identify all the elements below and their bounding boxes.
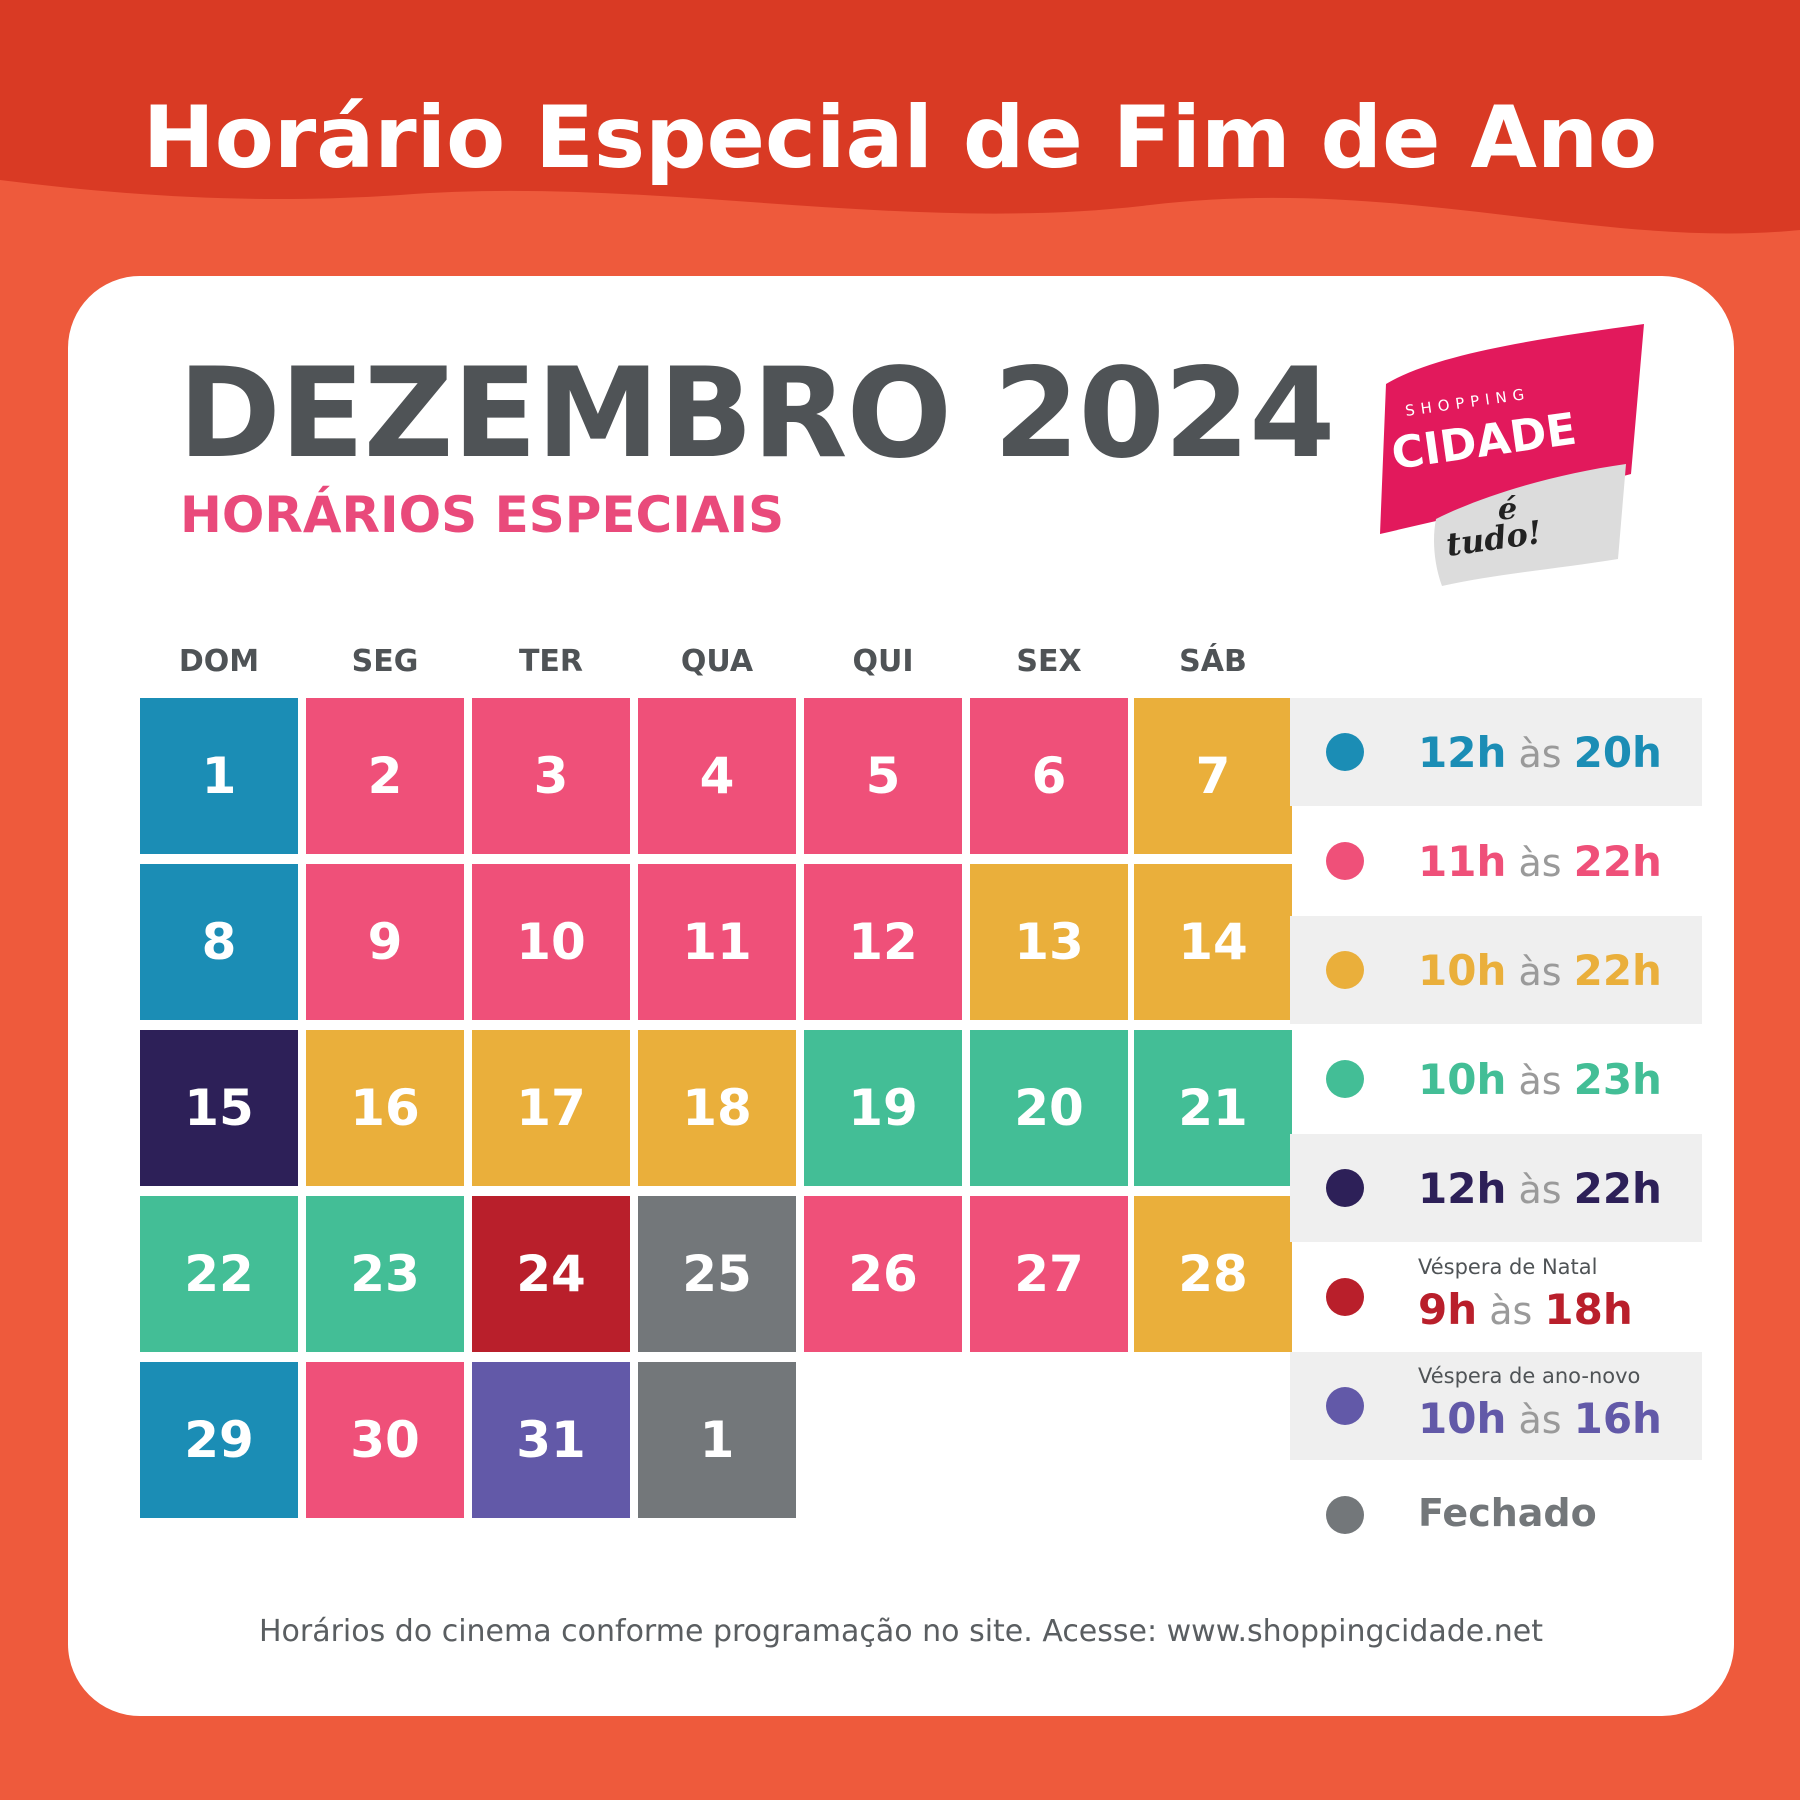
- legend-sep: às: [1506, 950, 1574, 994]
- legend-start: 12h: [1418, 1164, 1507, 1213]
- day-cell: 2: [306, 698, 464, 854]
- day-cell: 5: [804, 698, 962, 854]
- legend-end: 18h: [1544, 1285, 1633, 1334]
- day-cell: 25: [638, 1196, 796, 1352]
- day-cell: 12: [804, 864, 962, 1020]
- day-cell: 1: [140, 698, 298, 854]
- subtitle: HORÁRIOS ESPECIAIS: [180, 486, 785, 544]
- legend-row: 10h às 23h: [1290, 1025, 1702, 1133]
- legend-dot: [1326, 1496, 1364, 1534]
- legend-row: 10h às 22h: [1290, 916, 1702, 1024]
- footer-note: Horários do cinema conforme programação …: [258, 1614, 1544, 1649]
- legend-row: 12h às 20h: [1290, 698, 1702, 806]
- weekday-0: DOM: [178, 644, 260, 679]
- day-cell: 26: [804, 1196, 962, 1352]
- day-cell: 3: [472, 698, 630, 854]
- weekday-1: SEG: [351, 644, 419, 679]
- calendar-card: DEZEMBRO 2024 HORÁRIOS ESPECIAIS SHOPPIN…: [68, 276, 1734, 1716]
- day-cell: 13: [970, 864, 1128, 1020]
- day-cell: 24: [472, 1196, 630, 1352]
- legend-sep: às: [1506, 1168, 1574, 1212]
- legend-hours: 12h às 22h: [1418, 1164, 1662, 1213]
- legend-row: 12h às 22h: [1290, 1134, 1702, 1242]
- legend-sep: às: [1477, 1289, 1545, 1333]
- weekday-5: SEX: [1016, 644, 1082, 679]
- weekday-2: TER: [518, 644, 584, 679]
- legend-dot: [1326, 1387, 1364, 1425]
- day-cell: 6: [970, 698, 1128, 854]
- day-cell: 14: [1134, 864, 1292, 1020]
- day-cell: 11: [638, 864, 796, 1020]
- day-cell: 8: [140, 864, 298, 1020]
- legend-dot: [1326, 733, 1364, 771]
- day-cell: 17: [472, 1030, 630, 1186]
- legend-dot: [1326, 1278, 1364, 1316]
- legend-start: 12h: [1418, 728, 1507, 777]
- legend-hours: 10h às 16h: [1418, 1394, 1662, 1443]
- legend-end: 20h: [1573, 728, 1662, 777]
- background-wave: [0, 0, 1800, 234]
- legend-sep: às: [1506, 841, 1574, 885]
- legend-sep: às: [1506, 732, 1574, 776]
- legend-dot: [1326, 1060, 1364, 1098]
- legend-note: Véspera de ano-novo: [1418, 1364, 1641, 1388]
- day-cell: 15: [140, 1030, 298, 1186]
- legend-sep: às: [1506, 1059, 1574, 1103]
- day-cell: 29: [140, 1362, 298, 1518]
- legend-hours: 10h às 22h: [1418, 946, 1662, 995]
- legend-end: 22h: [1573, 946, 1662, 995]
- legend-end: 22h: [1573, 837, 1662, 886]
- legend-row: 11h às 22h: [1290, 807, 1702, 915]
- legend-dot: [1326, 951, 1364, 989]
- legend-sep: às: [1506, 1398, 1574, 1442]
- legend-dot: [1326, 1169, 1364, 1207]
- day-cell: 16: [306, 1030, 464, 1186]
- day-cell: 9: [306, 864, 464, 1020]
- legend-start: 10h: [1418, 1394, 1507, 1443]
- weekday-4: QUI: [852, 644, 914, 679]
- legend-row: Fechado: [1290, 1461, 1702, 1569]
- legend-row: Véspera de Natal 9h às 18h: [1290, 1243, 1702, 1351]
- legend-end: 16h: [1573, 1394, 1662, 1443]
- day-cell: 7: [1134, 698, 1292, 854]
- day-cell: 20: [970, 1030, 1128, 1186]
- day-cell: 10: [472, 864, 630, 1020]
- legend-end: 22h: [1573, 1164, 1662, 1213]
- legend-hours: 9h às 18h: [1418, 1285, 1633, 1334]
- legend-note: Véspera de Natal: [1418, 1255, 1598, 1279]
- day-cell: 30: [306, 1362, 464, 1518]
- day-cell: 31: [472, 1362, 630, 1518]
- svg-text:é: é: [1498, 492, 1517, 527]
- legend-end: 23h: [1573, 1055, 1662, 1104]
- legend-start: 10h: [1418, 1055, 1507, 1104]
- weekday-3: QUA: [680, 644, 754, 679]
- legend-hours: 11h às 22h: [1418, 837, 1662, 886]
- headline: Horário Especial de Fim de Ano: [142, 88, 1658, 188]
- legend-hours: 10h às 23h: [1418, 1055, 1662, 1104]
- legend-dot: [1326, 842, 1364, 880]
- day-cell: 28: [1134, 1196, 1292, 1352]
- legend-start: 10h: [1418, 946, 1507, 995]
- legend-start: 9h: [1418, 1285, 1478, 1334]
- day-cell: 18: [638, 1030, 796, 1186]
- legend-hours: 12h às 20h: [1418, 728, 1662, 777]
- legend-row: Véspera de ano-novo 10h às 16h: [1290, 1352, 1702, 1460]
- day-cell: 19: [804, 1030, 962, 1186]
- day-cell: 27: [970, 1196, 1128, 1352]
- month-title: DEZEMBRO 2024: [178, 342, 1335, 486]
- day-cell: 22: [140, 1196, 298, 1352]
- shopping-cidade-logo: SHOPPING CIDADE é tudo!: [1380, 324, 1644, 586]
- day-cell: 4: [638, 698, 796, 854]
- legend-label: Fechado: [1418, 1491, 1597, 1535]
- day-cell: 1: [638, 1362, 796, 1518]
- day-cell: 21: [1134, 1030, 1292, 1186]
- legend-start: 11h: [1418, 837, 1507, 886]
- day-cell: 23: [306, 1196, 464, 1352]
- weekday-6: SÁB: [1179, 644, 1247, 679]
